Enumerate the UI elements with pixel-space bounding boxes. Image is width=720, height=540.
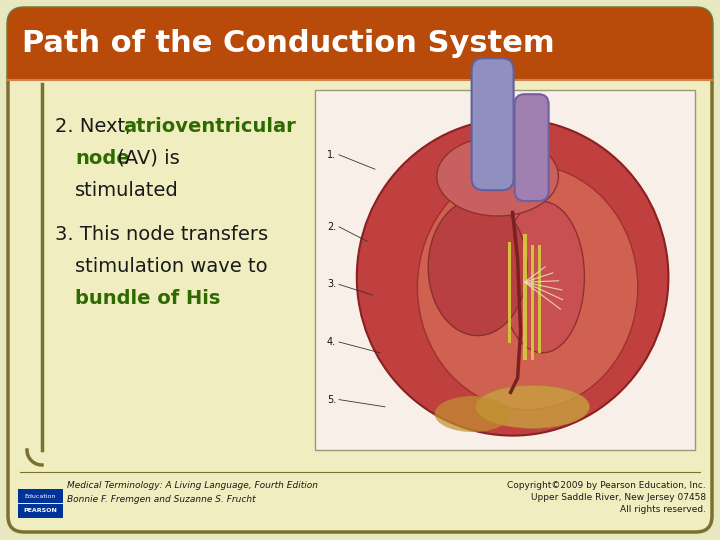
Text: Path of the Conduction System: Path of the Conduction System xyxy=(22,30,554,58)
Text: 4.: 4. xyxy=(327,337,336,347)
Text: All rights reserved.: All rights reserved. xyxy=(620,505,706,515)
FancyBboxPatch shape xyxy=(8,8,712,532)
FancyBboxPatch shape xyxy=(18,489,63,503)
Text: Medical Terminology: A Living Language, Fourth Edition: Medical Terminology: A Living Language, … xyxy=(67,482,318,490)
Text: node: node xyxy=(75,149,130,168)
Ellipse shape xyxy=(428,199,527,335)
FancyBboxPatch shape xyxy=(538,245,541,353)
FancyBboxPatch shape xyxy=(515,94,549,201)
FancyBboxPatch shape xyxy=(315,90,695,450)
Text: 5.: 5. xyxy=(327,395,336,404)
Text: 2.: 2. xyxy=(327,222,336,232)
Text: stimulation wave to: stimulation wave to xyxy=(75,257,268,276)
Text: bundle of His: bundle of His xyxy=(75,289,220,308)
Text: Upper Saddle River, New Jersey 07458: Upper Saddle River, New Jersey 07458 xyxy=(531,494,706,503)
Text: 3. This node transfers: 3. This node transfers xyxy=(55,225,268,244)
Text: PEARSON: PEARSON xyxy=(24,509,58,514)
Ellipse shape xyxy=(501,201,585,353)
FancyBboxPatch shape xyxy=(8,44,712,80)
FancyBboxPatch shape xyxy=(18,504,63,518)
Ellipse shape xyxy=(435,396,510,432)
FancyBboxPatch shape xyxy=(508,242,510,342)
Text: Education: Education xyxy=(24,494,56,498)
Text: 1.: 1. xyxy=(327,150,336,160)
FancyBboxPatch shape xyxy=(523,234,526,360)
Ellipse shape xyxy=(437,137,559,216)
Text: stimulated: stimulated xyxy=(75,181,179,200)
Ellipse shape xyxy=(418,165,638,410)
FancyBboxPatch shape xyxy=(8,8,712,80)
Ellipse shape xyxy=(476,385,590,428)
Text: Copyright©2009 by Pearson Education, Inc.: Copyright©2009 by Pearson Education, Inc… xyxy=(508,482,706,490)
Ellipse shape xyxy=(357,119,668,436)
FancyBboxPatch shape xyxy=(472,58,513,190)
Text: Bonnie F. Fremgen and Suzanne S. Frucht: Bonnie F. Fremgen and Suzanne S. Frucht xyxy=(67,496,256,504)
Text: (AV) is: (AV) is xyxy=(111,149,180,168)
Text: 2. Next,: 2. Next, xyxy=(55,117,138,136)
Text: atrioventricular: atrioventricular xyxy=(123,117,296,136)
Text: 3.: 3. xyxy=(327,279,336,289)
FancyBboxPatch shape xyxy=(531,245,534,360)
